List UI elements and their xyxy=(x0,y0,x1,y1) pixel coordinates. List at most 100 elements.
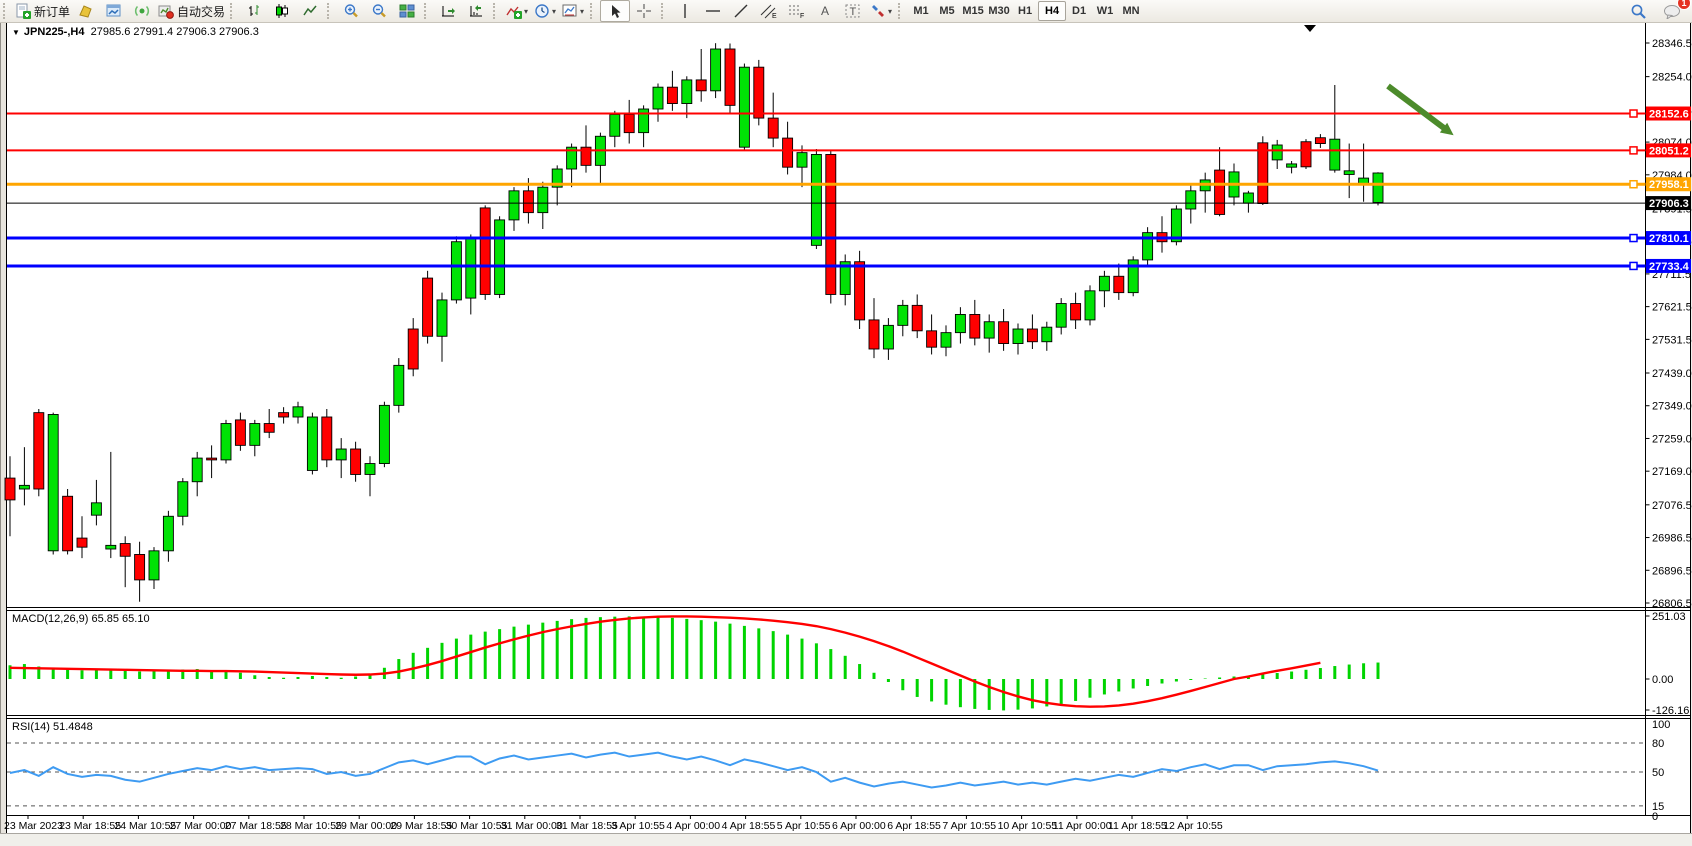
channel-tool-button[interactable]: E xyxy=(755,1,783,21)
zoom-in-button[interactable] xyxy=(337,1,365,21)
timeframe-MN[interactable]: MN xyxy=(1122,5,1140,17)
candle-body[interactable] xyxy=(62,495,74,552)
text-label-tool-button[interactable]: T xyxy=(839,1,867,21)
timeframe-M5[interactable]: M5 xyxy=(939,5,955,17)
candle-body[interactable] xyxy=(134,554,146,581)
candle-body[interactable] xyxy=(738,66,750,148)
candle-body[interactable] xyxy=(234,419,246,446)
candle-body[interactable] xyxy=(206,457,218,461)
candle-body[interactable] xyxy=(1242,192,1254,204)
candlestick-type-button[interactable] xyxy=(268,1,296,21)
hline-handle[interactable] xyxy=(1629,261,1638,271)
candle-body[interactable] xyxy=(1142,232,1154,261)
new-order-button[interactable]: 新订单 xyxy=(13,1,72,21)
candle-body[interactable] xyxy=(638,108,650,134)
chart-collapse-icon[interactable]: ▼ xyxy=(12,28,20,37)
candle-body[interactable] xyxy=(566,146,578,170)
toolbar-grip[interactable] xyxy=(590,3,596,19)
candle-body[interactable] xyxy=(983,321,995,339)
candle-body[interactable] xyxy=(76,537,88,548)
fibonacci-tool-button[interactable]: F xyxy=(783,1,811,21)
toolbar-grip[interactable] xyxy=(327,3,333,19)
candle-body[interactable] xyxy=(652,86,664,110)
timeframe-W1[interactable]: W1 xyxy=(1096,5,1114,17)
candle-body[interactable] xyxy=(1026,328,1038,343)
candle-body[interactable] xyxy=(882,324,894,350)
candle-body[interactable] xyxy=(1041,326,1053,343)
toolbar-grip[interactable] xyxy=(230,3,236,19)
candle-body[interactable] xyxy=(249,423,261,446)
autotrading-button[interactable]: 自动交易 xyxy=(156,1,227,21)
periods-button[interactable]: ▾ xyxy=(531,1,559,21)
candle-body[interactable] xyxy=(292,406,304,418)
bar-chart-type-button[interactable] xyxy=(240,1,268,21)
chart-shift-marker[interactable] xyxy=(1304,25,1316,32)
candle-body[interactable] xyxy=(897,304,909,326)
candle-body[interactable] xyxy=(90,502,102,516)
candle-body[interactable] xyxy=(1084,290,1096,321)
candle-body[interactable] xyxy=(1170,208,1182,243)
candle-body[interactable] xyxy=(969,314,981,339)
candle-body[interactable] xyxy=(1185,190,1197,210)
candle-body[interactable] xyxy=(1113,275,1125,294)
candle-body[interactable] xyxy=(580,146,592,166)
candle-body[interactable] xyxy=(191,457,203,483)
candle-body[interactable] xyxy=(1358,177,1370,184)
trend-arrow[interactable] xyxy=(1386,83,1446,131)
timeframe-D1[interactable]: D1 xyxy=(1072,5,1087,17)
candle-body[interactable] xyxy=(998,321,1010,344)
candle-body[interactable] xyxy=(508,190,520,221)
indicators-button[interactable]: ▾ xyxy=(503,1,531,21)
candle-body[interactable] xyxy=(465,236,477,299)
search-button[interactable] xyxy=(1624,1,1652,21)
candle-body[interactable] xyxy=(1314,137,1326,144)
candle-body[interactable] xyxy=(1098,275,1110,292)
crosshair-tool-button[interactable] xyxy=(630,1,658,21)
candle-body[interactable] xyxy=(782,137,794,168)
candle-body[interactable] xyxy=(105,544,117,550)
toolbar-grip[interactable] xyxy=(661,3,667,19)
candle-body[interactable] xyxy=(450,241,462,301)
candle-body[interactable] xyxy=(1070,303,1082,321)
candle-body[interactable] xyxy=(666,86,678,104)
chart-shift-button[interactable] xyxy=(462,1,490,21)
candle-body[interactable] xyxy=(479,207,491,295)
candle-body[interactable] xyxy=(407,328,419,370)
chart-window-button[interactable] xyxy=(100,1,128,21)
candle-body[interactable] xyxy=(940,332,952,348)
trendline-tool-button[interactable] xyxy=(727,1,755,21)
candle-body[interactable] xyxy=(350,448,362,475)
hline-handle[interactable] xyxy=(1629,146,1638,155)
timeframe-M30[interactable]: M30 xyxy=(988,5,1010,17)
candle-body[interactable] xyxy=(33,412,45,490)
candle-body[interactable] xyxy=(1271,144,1283,161)
candle-body[interactable] xyxy=(1127,259,1139,294)
candle-body[interactable] xyxy=(494,219,506,295)
candle-body[interactable] xyxy=(710,48,722,92)
candle-body[interactable] xyxy=(810,154,822,246)
candle-body[interactable] xyxy=(263,423,275,433)
chart-window[interactable] xyxy=(6,22,1691,834)
timeframe-M15[interactable]: M15 xyxy=(962,5,984,17)
candle-body[interactable] xyxy=(1257,142,1269,204)
zoom-out-button[interactable] xyxy=(365,1,393,21)
toolbar-grip[interactable] xyxy=(493,3,499,19)
candle-body[interactable] xyxy=(335,448,347,461)
candle-body[interactable] xyxy=(609,114,621,137)
horizontal-line-tool-button[interactable] xyxy=(699,1,727,21)
candle-body[interactable] xyxy=(321,416,333,461)
candle-body[interactable] xyxy=(306,416,318,471)
candle-body[interactable] xyxy=(839,261,851,295)
candle-body[interactable] xyxy=(1214,169,1226,215)
candle-body[interactable] xyxy=(767,117,779,139)
timeframe-M1[interactable]: M1 xyxy=(913,5,929,17)
candle-body[interactable] xyxy=(1372,172,1384,203)
candle-body[interactable] xyxy=(278,412,290,418)
timeframe-H4[interactable]: H4 xyxy=(1038,1,1067,21)
candle-body[interactable] xyxy=(220,423,232,461)
arrows-tool-button[interactable]: ▾ xyxy=(867,1,895,21)
candle-body[interactable] xyxy=(162,515,174,552)
candle-body[interactable] xyxy=(911,304,923,332)
candle-body[interactable] xyxy=(436,299,448,337)
